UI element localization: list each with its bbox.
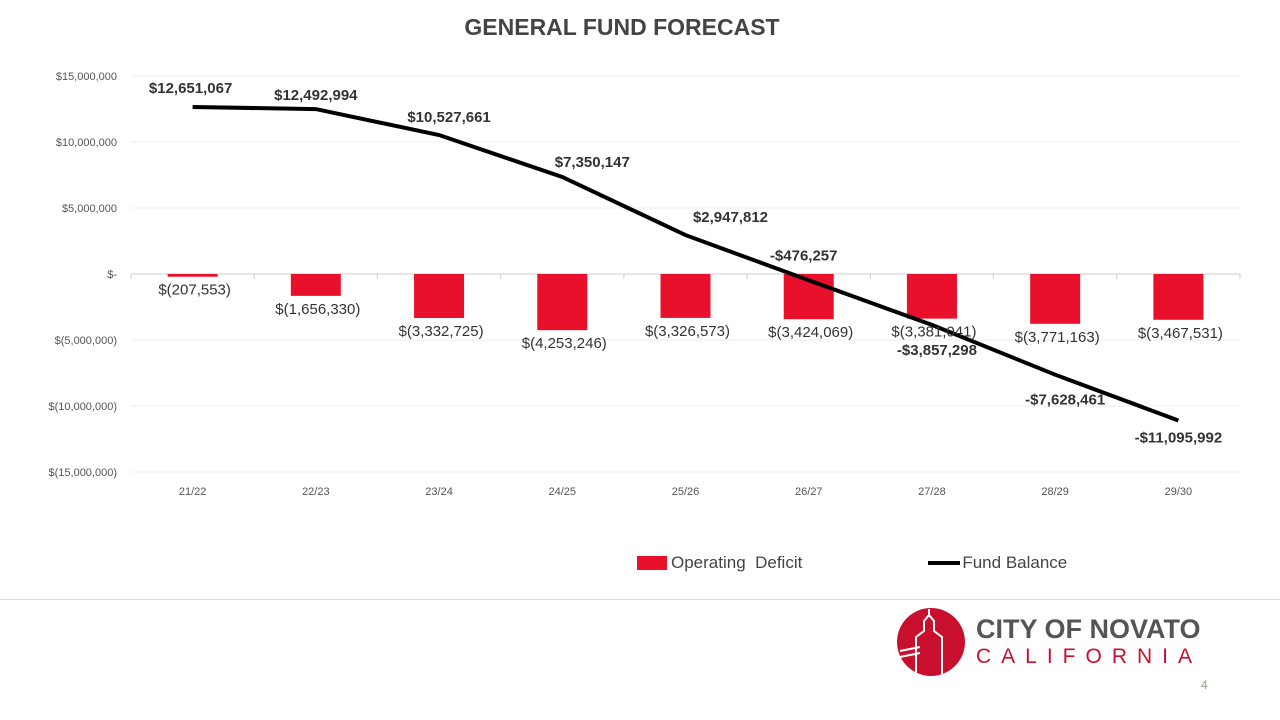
line-data-label: -$11,095,992 [1135,429,1223,446]
line-data-label: -$7,628,461 [1025,392,1105,409]
chart: $15,000,000 $10,000,000 $5,000,000 $- $(5,00… [49,71,1241,498]
city-logo-icon [897,608,965,676]
logo-state-text: CALIFORNIA [976,645,1203,668]
x-tick-label: 27/28 [918,486,946,498]
x-tick-label: 23/24 [425,486,453,498]
bar-operating-deficit [1030,274,1081,324]
bar-data-label: $(1,656,330) [275,301,360,318]
logo-city-text: CITY OF NOVATO [976,614,1201,644]
bar-data-label: $(207,553) [158,282,231,299]
legend-label: Fund Balance [962,553,1068,572]
bar-operating-deficit [167,274,218,277]
bar-operating-deficit [906,274,957,319]
x-tick-label: 21/22 [179,486,207,498]
x-tick-label: 26/27 [795,486,823,498]
line-data-label: $12,651,067 [149,80,232,97]
y-tick-label: $(15,000,000) [49,467,118,479]
x-tick-label: 29/30 [1165,486,1193,498]
bar-operating-deficit [414,274,465,318]
line-data-label: -$476,257 [770,247,838,264]
legend: Operating Deficit Fund Balance [637,553,1193,573]
line-data-label: $12,492,994 [274,87,358,104]
legend-item-operating-deficit: Operating Deficit [637,553,802,573]
y-tick-label: $15,000,000 [56,71,117,83]
bar-data-label: $(3,467,531) [1138,325,1223,342]
bar-data-label: $(4,253,246) [522,335,607,352]
bar-operating-deficit [660,274,711,318]
bar-data-label: $(3,381,041) [891,324,976,341]
line-fund-balance [192,105,1180,423]
chart-title: GENERAL FUND FORECAST [464,14,780,40]
y-tick-label: $- [107,269,117,281]
bar-data-label: $(3,326,573) [645,323,730,340]
bar-data-label: $(3,332,725) [399,323,484,340]
line-data-label: $10,527,661 [407,109,490,126]
legend-item-fund-balance: Fund Balance [928,553,1067,573]
bar-data-label: $(3,771,163) [1015,329,1100,346]
x-tick-label: 22/23 [302,486,330,498]
bar-operating-deficit [1153,274,1204,320]
bar-operating-deficit [537,274,588,331]
y-tick-label: $(5,000,000) [55,335,117,347]
page-number: 4 [1201,678,1208,692]
y-tick-label: $(10,000,000) [49,401,118,413]
line-data-label: $2,947,812 [693,209,768,226]
legend-swatch [637,556,667,570]
y-tick-label: $5,000,000 [62,203,117,215]
legend-label: Operating Deficit [671,553,803,572]
divider [0,599,1280,600]
bar-data-label: $(3,424,069) [768,324,853,341]
y-tick-label: $10,000,000 [56,137,117,149]
line-data-label: -$3,857,298 [897,342,977,359]
legend-line [928,561,961,565]
x-tick-label: 24/25 [549,486,577,498]
x-tick-label: 28/29 [1041,486,1069,498]
bar-operating-deficit [290,274,341,296]
line-data-label: $7,350,147 [555,154,630,171]
x-tick-label: 25/26 [672,486,700,498]
